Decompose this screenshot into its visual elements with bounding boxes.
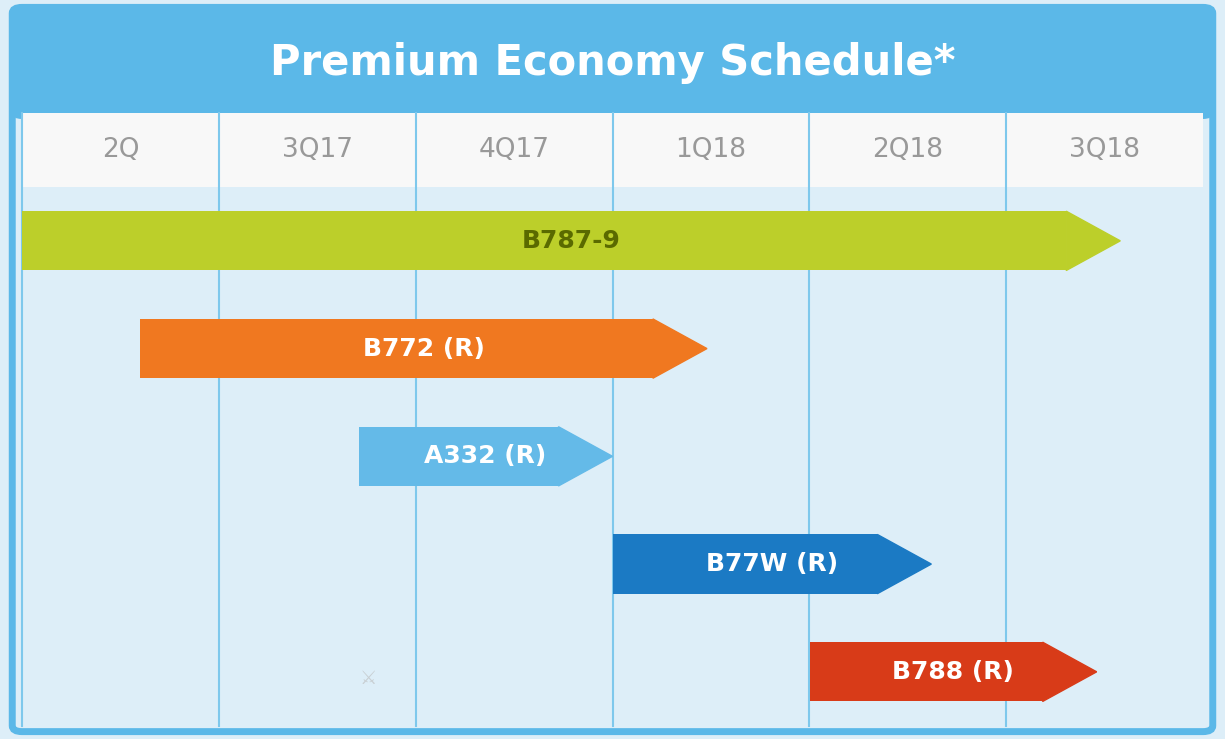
Text: A332 (R): A332 (R) [424, 444, 546, 469]
Bar [22, 211, 1066, 270]
Text: ⚔: ⚔ [360, 669, 377, 688]
Polygon shape [877, 534, 931, 593]
Text: 2Q: 2Q [102, 137, 140, 163]
Text: 1Q18: 1Q18 [675, 137, 746, 163]
Text: 3Q17: 3Q17 [282, 137, 353, 163]
Text: B788 (R): B788 (R) [892, 660, 1014, 684]
Bar [359, 426, 559, 486]
Text: B772 (R): B772 (R) [363, 336, 485, 361]
FancyBboxPatch shape [12, 7, 1213, 119]
Bar [22, 113, 1203, 187]
FancyBboxPatch shape [12, 7, 1213, 732]
Bar [140, 319, 653, 378]
Bar [810, 642, 1042, 701]
Text: B77W (R): B77W (R) [706, 552, 838, 576]
Bar [612, 534, 877, 593]
Text: B787-9: B787-9 [522, 229, 621, 253]
Text: Premium Economy Schedule*: Premium Economy Schedule* [270, 42, 956, 84]
Polygon shape [559, 426, 612, 486]
Polygon shape [1042, 642, 1096, 701]
Text: 2Q18: 2Q18 [872, 137, 943, 163]
Polygon shape [1066, 211, 1121, 270]
Text: 3Q18: 3Q18 [1069, 137, 1140, 163]
Text: 4Q17: 4Q17 [479, 137, 550, 163]
Polygon shape [653, 319, 707, 378]
